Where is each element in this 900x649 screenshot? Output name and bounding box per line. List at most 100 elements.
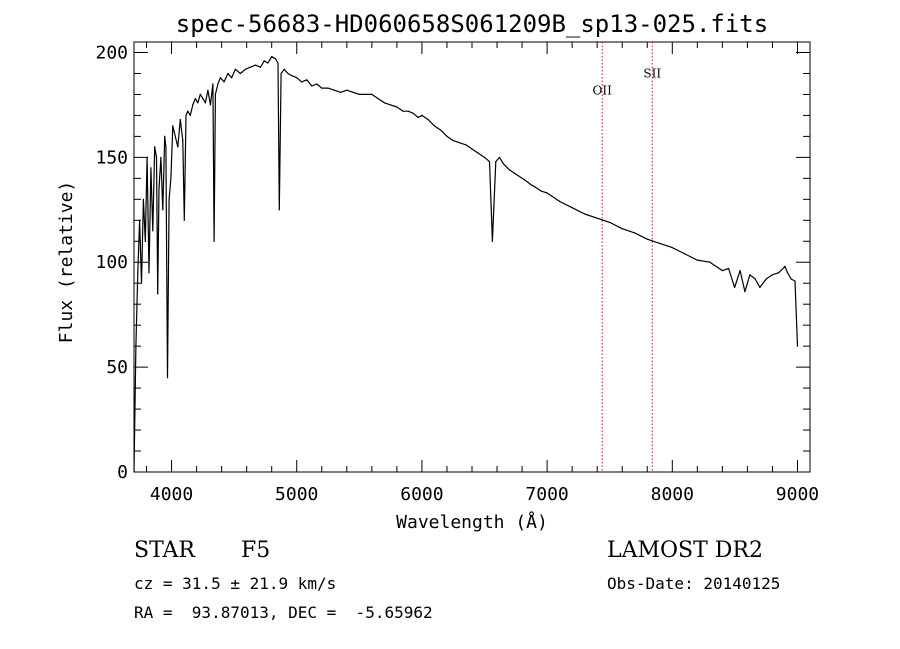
emission-line-label: OII xyxy=(593,83,613,97)
data-point xyxy=(137,272,139,274)
data-point xyxy=(139,219,141,221)
data-point xyxy=(277,62,279,64)
data-point xyxy=(721,270,724,272)
data-point xyxy=(521,177,523,179)
data-point xyxy=(155,156,158,158)
observation-date: Obs-Date: 20140125 xyxy=(607,574,781,593)
data-point xyxy=(249,66,251,68)
data-point xyxy=(417,116,419,119)
data-point xyxy=(358,93,360,95)
data-point xyxy=(759,286,761,288)
data-point xyxy=(165,146,167,148)
data-point xyxy=(696,259,698,261)
data-point xyxy=(254,64,256,66)
data-point xyxy=(157,293,159,295)
data-point xyxy=(135,345,137,347)
data-point xyxy=(213,240,215,242)
x-tick-label: 7000 xyxy=(525,484,568,505)
data-point xyxy=(771,274,774,276)
plot-frame xyxy=(133,41,811,473)
data-point xyxy=(540,190,542,192)
data-point xyxy=(421,114,423,116)
data-point xyxy=(185,114,187,116)
object-class: STAR xyxy=(134,538,195,563)
data-point xyxy=(684,253,686,255)
data-point xyxy=(365,93,367,95)
y-tick-label: 50 xyxy=(106,357,128,378)
data-point xyxy=(239,72,241,75)
data-point xyxy=(192,104,194,106)
coordinates-readout: RA = 93.87013, DEC = -5.65962 xyxy=(134,603,433,622)
data-point xyxy=(659,242,661,244)
data-point xyxy=(546,192,548,194)
data-point xyxy=(346,89,348,91)
data-point xyxy=(596,217,598,219)
data-point xyxy=(452,140,454,142)
data-point xyxy=(150,167,152,169)
data-point xyxy=(744,291,746,293)
data-point xyxy=(267,62,269,64)
data-point xyxy=(142,198,144,200)
data-point xyxy=(234,68,236,70)
data-point xyxy=(316,83,318,85)
data-point xyxy=(306,79,308,81)
data-point xyxy=(199,93,201,95)
data-point xyxy=(187,110,189,112)
data-point xyxy=(164,135,166,137)
data-point xyxy=(509,169,511,171)
data-point xyxy=(283,68,285,70)
data-point xyxy=(491,240,493,242)
data-point xyxy=(204,102,206,104)
data-point xyxy=(790,278,792,280)
data-point xyxy=(197,102,199,104)
data-point xyxy=(412,112,414,114)
data-point xyxy=(784,265,786,267)
x-tick-label: 4000 xyxy=(150,484,193,505)
data-point xyxy=(739,270,741,272)
data-point xyxy=(333,89,335,91)
x-tick-label: 6000 xyxy=(400,484,443,505)
y-tick-label: 150 xyxy=(95,147,128,168)
data-point xyxy=(440,129,442,131)
data-point xyxy=(140,282,143,284)
data-point xyxy=(133,471,135,473)
object-subclass: F5 xyxy=(241,538,271,563)
survey-name: LAMOST DR2 xyxy=(607,538,763,563)
data-point xyxy=(189,114,191,116)
x-tick-label: 5000 xyxy=(275,484,318,505)
data-point xyxy=(402,110,404,112)
chart-title: spec-56683-HD060658S061209B_sp13-025.fit… xyxy=(176,10,768,38)
y-tick-label: 0 xyxy=(117,462,128,483)
data-point xyxy=(202,98,204,100)
data-point xyxy=(765,278,767,280)
data-point xyxy=(749,274,751,276)
x-tick-label: 9000 xyxy=(776,484,819,505)
data-point xyxy=(170,177,172,179)
data-point xyxy=(280,72,282,75)
data-point xyxy=(709,261,711,263)
data-point xyxy=(502,163,504,165)
emission-line-label: SII xyxy=(643,67,661,81)
data-point xyxy=(371,93,373,95)
data-point xyxy=(352,91,354,93)
data-point xyxy=(244,68,246,70)
data-point xyxy=(154,146,156,148)
data-point xyxy=(515,173,517,175)
data-point xyxy=(584,213,586,215)
data-point xyxy=(407,110,409,112)
data-point xyxy=(301,81,303,83)
data-point xyxy=(296,77,298,79)
data-point xyxy=(786,272,789,274)
data-point xyxy=(231,77,233,79)
data-point xyxy=(194,98,196,100)
data-point xyxy=(495,161,497,163)
data-point xyxy=(559,200,561,202)
data-point xyxy=(483,156,486,158)
data-point xyxy=(144,240,146,242)
data-point xyxy=(183,219,185,221)
data-point xyxy=(168,198,170,200)
data-point xyxy=(433,125,435,127)
data-point xyxy=(271,56,273,58)
data-point xyxy=(477,152,479,154)
